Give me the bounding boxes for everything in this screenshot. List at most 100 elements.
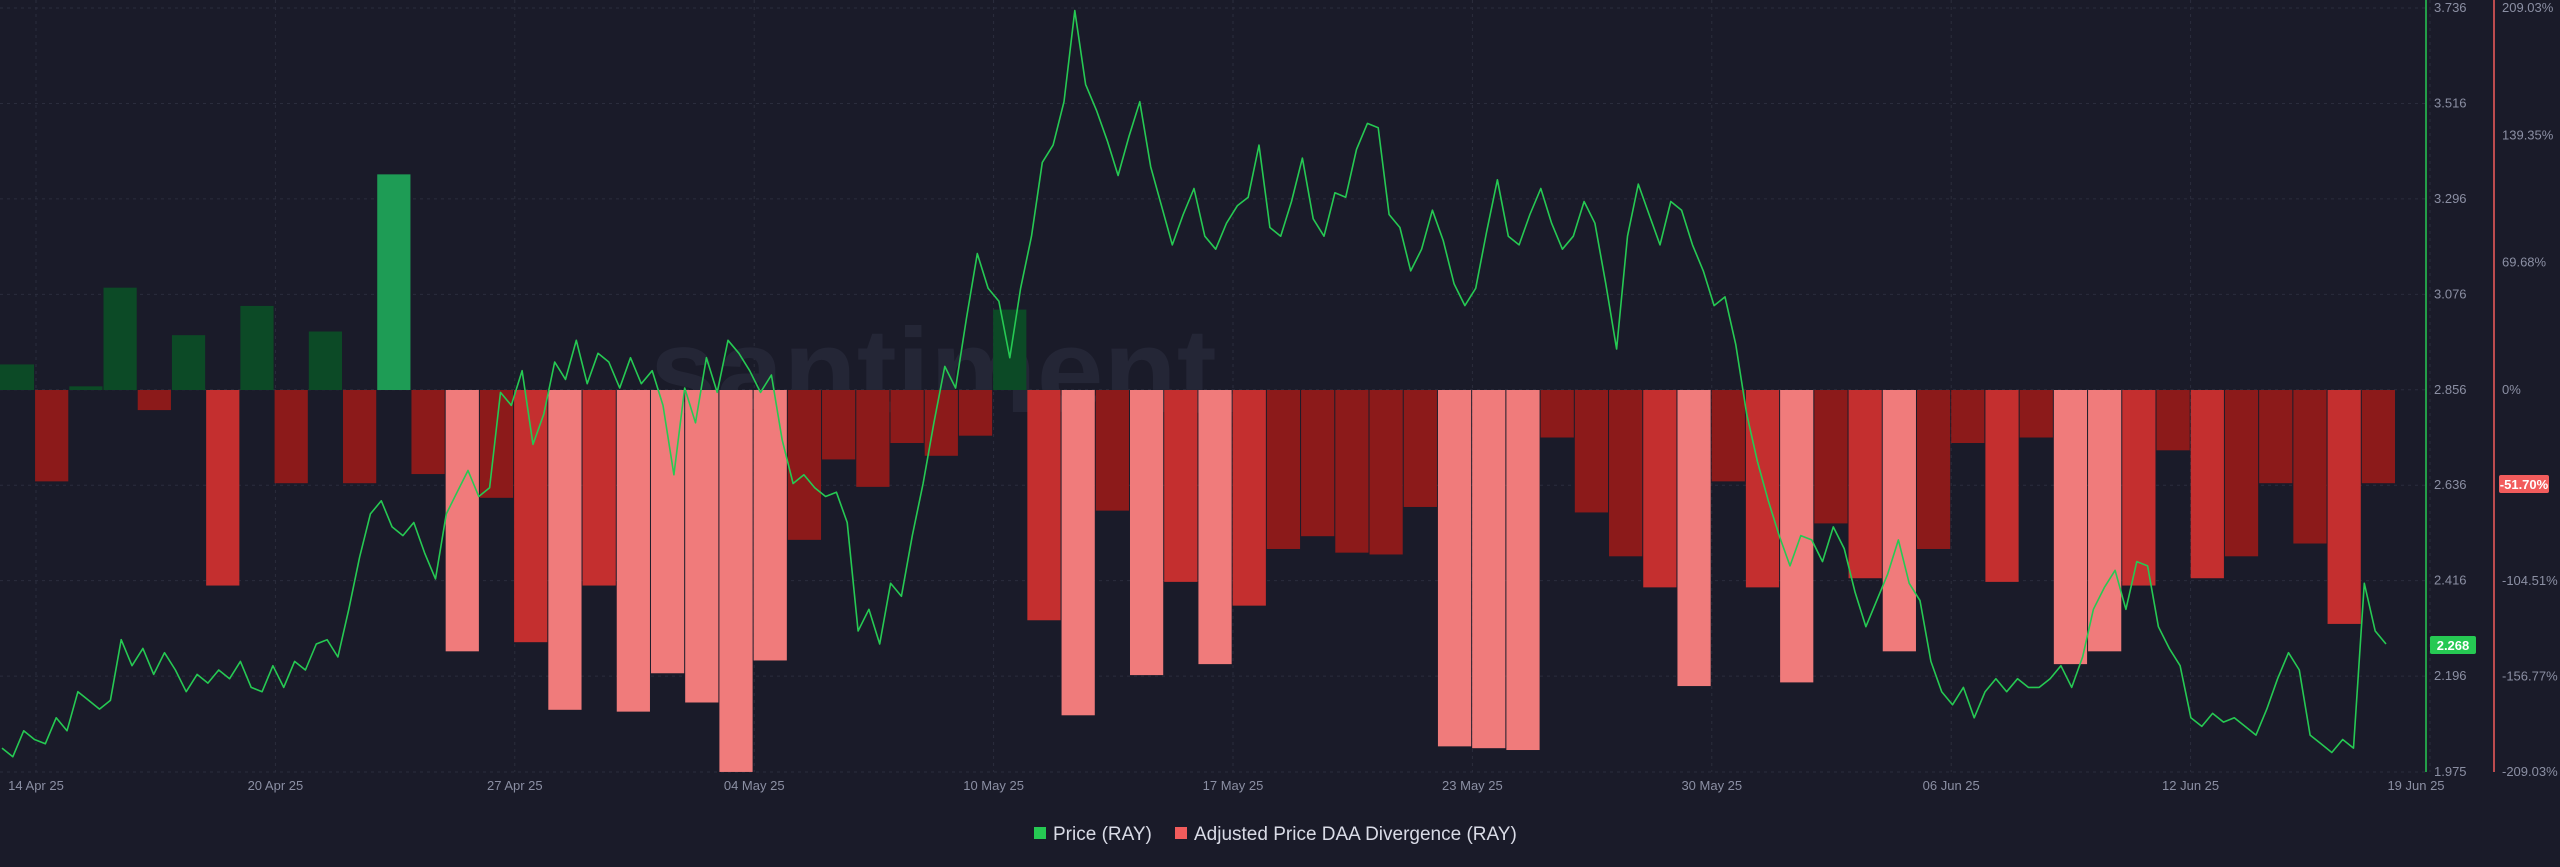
divergence-bar xyxy=(206,390,240,586)
divergence-bar xyxy=(1266,390,1301,549)
divergence-bar xyxy=(1061,390,1095,716)
divergence-bar xyxy=(1301,390,1335,537)
divergence-bar xyxy=(1095,390,1129,511)
legend-label-price: Price (RAY) xyxy=(1053,824,1152,845)
price-tick-label: 2.416 xyxy=(2434,573,2467,588)
legend-item-price[interactable]: Price (RAY) xyxy=(1034,824,1152,845)
divergence-bar xyxy=(685,390,719,703)
divergence-bar xyxy=(1129,390,1164,676)
divergence-tick-label: -209.03% xyxy=(2502,764,2558,779)
price-tick-label: 3.516 xyxy=(2434,95,2467,110)
divergence-bar xyxy=(2327,390,2361,624)
divergence-bar xyxy=(2293,390,2327,544)
divergence-bar xyxy=(2019,390,2053,438)
current-divergence-badge: -51.70% xyxy=(2499,475,2549,493)
date-tick-label: 17 May 25 xyxy=(1203,778,1264,793)
divergence-bar xyxy=(411,390,445,475)
divergence-tick-label: -156.77% xyxy=(2502,668,2558,683)
divergence-bar xyxy=(787,390,822,540)
date-tick-label: 12 Jun 25 xyxy=(2162,778,2219,793)
legend-label-divergence: Adjusted Price DAA Divergence (RAY) xyxy=(1194,824,1517,845)
current-price-badge: 2.268 xyxy=(2430,636,2476,654)
divergence-tick-label: -104.51% xyxy=(2502,573,2558,588)
divergence-bar xyxy=(856,390,890,487)
divergence-bar xyxy=(35,390,69,482)
price-axis-ticks: 3.736 3.516 3.296 3.076 2.856 2.636 2.416 2.196… xyxy=(2434,0,2467,779)
svg-text:2.268: 2.268 xyxy=(2437,638,2470,653)
price-series xyxy=(1,9,2387,758)
divergence-bar xyxy=(1540,390,1574,438)
legend-item-divergence[interactable]: Adjusted Price DAA Divergence (RAY) xyxy=(1175,824,1517,845)
divergence-bar xyxy=(1609,390,1643,557)
svg-text:-51.70%: -51.70% xyxy=(2500,477,2549,492)
divergence-bar xyxy=(1643,390,1677,588)
divergence-bar xyxy=(822,390,856,460)
divergence-bar xyxy=(2259,390,2293,484)
divergence-bar xyxy=(1814,390,1848,524)
date-tick-label: 04 May 25 xyxy=(724,778,785,793)
legend-swatch-divergence xyxy=(1175,827,1187,839)
divergence-bar xyxy=(308,331,343,390)
divergence-axis-ticks: 209.03% 139.35% 69.68% 0% -104.51% -156.77% -2… xyxy=(2502,0,2558,779)
legend-swatch-price xyxy=(1034,827,1046,839)
divergence-bar xyxy=(582,390,616,586)
price-tick-label: 2.856 xyxy=(2434,382,2467,397)
divergence-bar xyxy=(2361,390,2395,484)
date-tick-label: 20 Apr 25 xyxy=(248,778,304,793)
divergence-bar xyxy=(2156,390,2190,451)
divergence-bar xyxy=(890,390,924,443)
divergence-bar xyxy=(1745,390,1780,588)
date-axis-ticks: 14 Apr 25 20 Apr 25 27 Apr 25 04 May 25 10 M… xyxy=(8,778,2444,793)
divergence-bar xyxy=(2224,390,2259,557)
price-tick-label: 2.196 xyxy=(2434,668,2467,683)
divergence-bar xyxy=(1437,390,1472,747)
divergence-bar xyxy=(616,390,650,712)
divergence-bar xyxy=(958,390,993,436)
divergence-bar xyxy=(1985,390,2019,582)
divergence-bar xyxy=(1369,390,1403,555)
date-tick-label: 23 May 25 xyxy=(1442,778,1503,793)
date-tick-label: 19 Jun 25 xyxy=(2387,778,2444,793)
divergence-bar xyxy=(137,390,171,411)
date-tick-label: 14 Apr 25 xyxy=(8,778,64,793)
divergence-tick-label: 139.35% xyxy=(2502,127,2554,142)
divergence-bar xyxy=(1574,390,1609,513)
divergence-bar xyxy=(1711,390,1745,482)
divergence-bar xyxy=(1198,390,1232,665)
divergence-bar xyxy=(377,174,411,390)
divergence-bar xyxy=(753,390,787,661)
divergence-bar xyxy=(1335,390,1369,553)
divergence-bar xyxy=(1506,390,1540,751)
divergence-bar xyxy=(240,305,274,390)
legend: Price (RAY) Adjusted Price DAA Divergenc… xyxy=(1034,824,1517,845)
divergence-bar xyxy=(479,390,514,498)
date-tick-label: 06 Jun 25 xyxy=(1923,778,1980,793)
divergence-bars xyxy=(0,174,2395,772)
date-tick-label: 30 May 25 xyxy=(1681,778,1742,793)
price-tick-label: 1.975 xyxy=(2434,764,2467,779)
date-tick-label: 27 Apr 25 xyxy=(487,778,543,793)
divergence-bar xyxy=(993,309,1027,390)
divergence-bar xyxy=(1848,390,1882,579)
divergence-bar xyxy=(69,386,103,390)
divergence-bar xyxy=(2122,390,2156,586)
divergence-bar xyxy=(1677,390,1711,687)
divergence-bar xyxy=(274,390,308,484)
divergence-bar xyxy=(0,364,35,390)
price-line xyxy=(1,9,2387,758)
divergence-bar xyxy=(1951,390,1985,443)
divergence-bar xyxy=(445,390,479,652)
divergence-bar xyxy=(103,287,137,390)
divergence-bar xyxy=(1232,390,1266,606)
price-tick-label: 3.296 xyxy=(2434,191,2467,206)
divergence-tick-label: 209.03% xyxy=(2502,0,2554,15)
divergence-tick-label: 0% xyxy=(2502,382,2521,397)
divergence-bar xyxy=(548,390,582,710)
divergence-bar xyxy=(171,335,206,390)
price-tick-label: 3.736 xyxy=(2434,0,2467,15)
divergence-bar xyxy=(1916,390,1951,549)
divergence-bar xyxy=(1403,390,1437,507)
divergence-bar xyxy=(719,390,753,772)
divergence-bar xyxy=(2190,390,2224,579)
